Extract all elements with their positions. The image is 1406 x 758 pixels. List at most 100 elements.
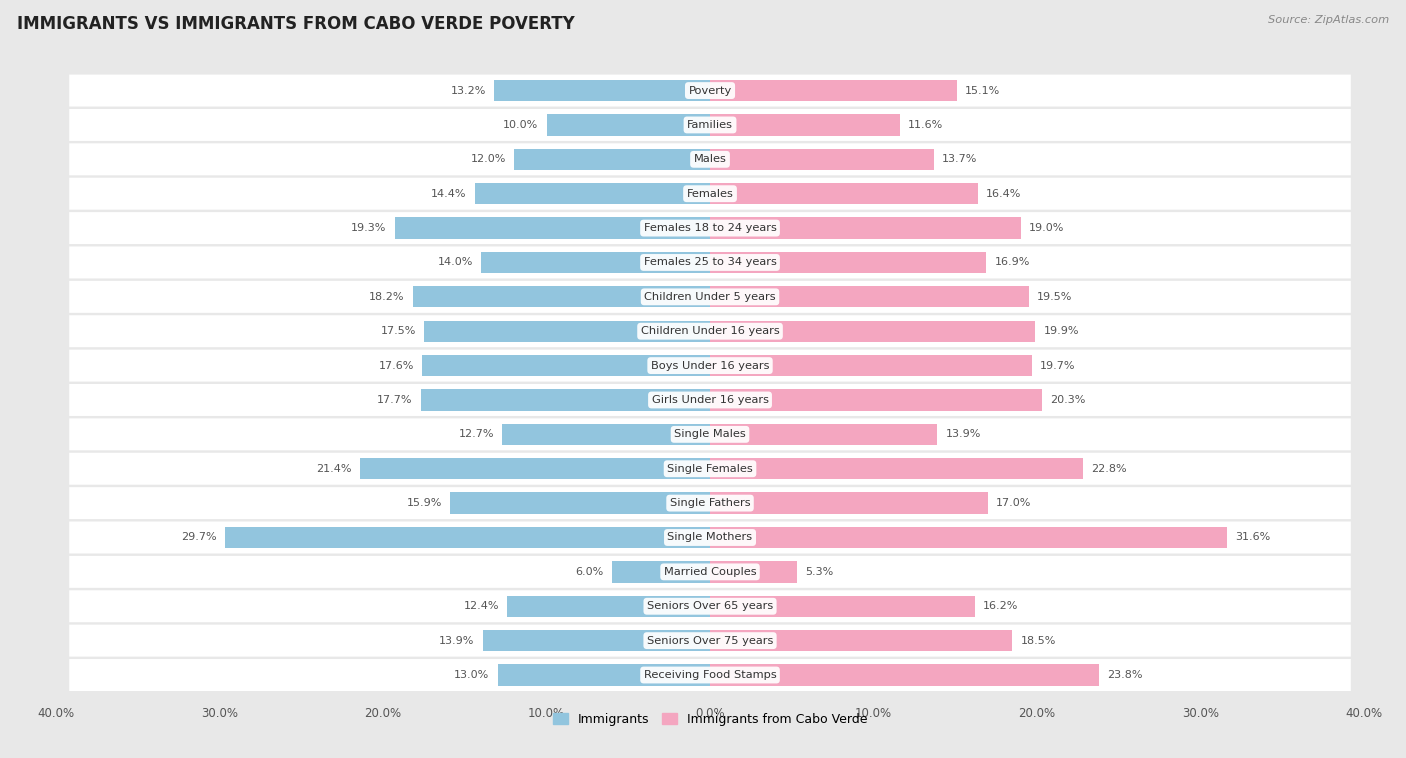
Bar (547, 114, 710, 136)
Bar (710, 252, 986, 273)
Text: 17.7%: 17.7% (377, 395, 412, 405)
Bar (420, 390, 710, 411)
Text: 23.8%: 23.8% (1107, 670, 1143, 680)
Text: 12.7%: 12.7% (458, 429, 495, 440)
Text: 13.0%: 13.0% (454, 670, 489, 680)
FancyBboxPatch shape (69, 281, 1351, 313)
Text: 18.5%: 18.5% (1021, 636, 1056, 646)
Text: Females 18 to 24 years: Females 18 to 24 years (644, 223, 776, 233)
Bar (710, 596, 974, 617)
Text: 6.0%: 6.0% (575, 567, 603, 577)
Text: 10.0%: 10.0% (503, 120, 538, 130)
Bar (475, 183, 710, 205)
Text: Single Fathers: Single Fathers (669, 498, 751, 508)
FancyBboxPatch shape (69, 74, 1351, 107)
Text: 13.9%: 13.9% (439, 636, 475, 646)
Bar (360, 458, 710, 479)
Text: 14.0%: 14.0% (437, 258, 472, 268)
Text: Single Males: Single Males (673, 429, 747, 440)
FancyBboxPatch shape (69, 590, 1351, 622)
Text: 5.3%: 5.3% (804, 567, 834, 577)
Text: 16.4%: 16.4% (986, 189, 1022, 199)
Text: 22.8%: 22.8% (1091, 464, 1126, 474)
Text: 14.4%: 14.4% (432, 189, 467, 199)
Text: 16.2%: 16.2% (983, 601, 1018, 611)
Text: Poverty: Poverty (689, 86, 731, 96)
Text: 29.7%: 29.7% (181, 533, 217, 543)
Text: Boys Under 16 years: Boys Under 16 years (651, 361, 769, 371)
Text: Single Mothers: Single Mothers (668, 533, 752, 543)
Text: 19.3%: 19.3% (352, 223, 387, 233)
Text: Seniors Over 75 years: Seniors Over 75 years (647, 636, 773, 646)
FancyBboxPatch shape (69, 556, 1351, 588)
Bar (710, 458, 1083, 479)
Bar (450, 493, 710, 514)
Bar (710, 493, 988, 514)
Bar (422, 355, 710, 376)
Bar (710, 630, 1012, 651)
FancyBboxPatch shape (69, 384, 1351, 416)
Text: Girls Under 16 years: Girls Under 16 years (651, 395, 769, 405)
Text: 19.9%: 19.9% (1043, 326, 1078, 337)
FancyBboxPatch shape (69, 453, 1351, 484)
Bar (710, 424, 938, 445)
FancyBboxPatch shape (69, 349, 1351, 381)
Bar (710, 80, 957, 102)
Text: 18.2%: 18.2% (368, 292, 405, 302)
Text: Children Under 16 years: Children Under 16 years (641, 326, 779, 337)
FancyBboxPatch shape (69, 625, 1351, 656)
FancyBboxPatch shape (69, 246, 1351, 278)
Bar (425, 321, 710, 342)
Bar (710, 218, 1021, 239)
FancyBboxPatch shape (69, 418, 1351, 450)
Bar (508, 596, 710, 617)
Bar (710, 287, 1029, 308)
Text: Females: Females (686, 189, 734, 199)
Text: 17.6%: 17.6% (378, 361, 415, 371)
Text: 13.7%: 13.7% (942, 155, 977, 164)
Bar (710, 321, 1035, 342)
Text: 17.5%: 17.5% (381, 326, 416, 337)
Text: 16.9%: 16.9% (994, 258, 1029, 268)
Text: Seniors Over 65 years: Seniors Over 65 years (647, 601, 773, 611)
Text: Females 25 to 34 years: Females 25 to 34 years (644, 258, 776, 268)
FancyBboxPatch shape (69, 487, 1351, 519)
Bar (710, 390, 1042, 411)
Text: Married Couples: Married Couples (664, 567, 756, 577)
Text: Receiving Food Stamps: Receiving Food Stamps (644, 670, 776, 680)
Text: 19.7%: 19.7% (1040, 361, 1076, 371)
FancyBboxPatch shape (69, 522, 1351, 553)
Text: IMMIGRANTS VS IMMIGRANTS FROM CABO VERDE POVERTY: IMMIGRANTS VS IMMIGRANTS FROM CABO VERDE… (17, 15, 575, 33)
FancyBboxPatch shape (69, 315, 1351, 347)
Bar (495, 80, 710, 102)
Bar (612, 561, 710, 583)
Text: Single Females: Single Females (668, 464, 752, 474)
Text: 17.0%: 17.0% (995, 498, 1032, 508)
Text: 19.0%: 19.0% (1029, 223, 1064, 233)
Bar (710, 149, 934, 170)
Text: 11.6%: 11.6% (908, 120, 943, 130)
Text: Children Under 5 years: Children Under 5 years (644, 292, 776, 302)
Bar (225, 527, 710, 548)
Text: Males: Males (693, 155, 727, 164)
Bar (412, 287, 710, 308)
Text: 19.5%: 19.5% (1038, 292, 1073, 302)
Text: 31.6%: 31.6% (1234, 533, 1270, 543)
Bar (710, 527, 1226, 548)
Bar (515, 149, 710, 170)
FancyBboxPatch shape (69, 109, 1351, 141)
Bar (481, 252, 710, 273)
FancyBboxPatch shape (69, 659, 1351, 691)
Bar (395, 218, 710, 239)
Bar (710, 355, 1032, 376)
Bar (710, 183, 979, 205)
Legend: Immigrants, Immigrants from Cabo Verde: Immigrants, Immigrants from Cabo Verde (553, 713, 868, 725)
Bar (502, 424, 710, 445)
Text: 15.1%: 15.1% (965, 86, 1000, 96)
Text: Families: Families (688, 120, 733, 130)
Bar (710, 114, 900, 136)
FancyBboxPatch shape (69, 177, 1351, 210)
Bar (710, 664, 1099, 686)
Text: 15.9%: 15.9% (406, 498, 441, 508)
Text: 20.3%: 20.3% (1050, 395, 1085, 405)
